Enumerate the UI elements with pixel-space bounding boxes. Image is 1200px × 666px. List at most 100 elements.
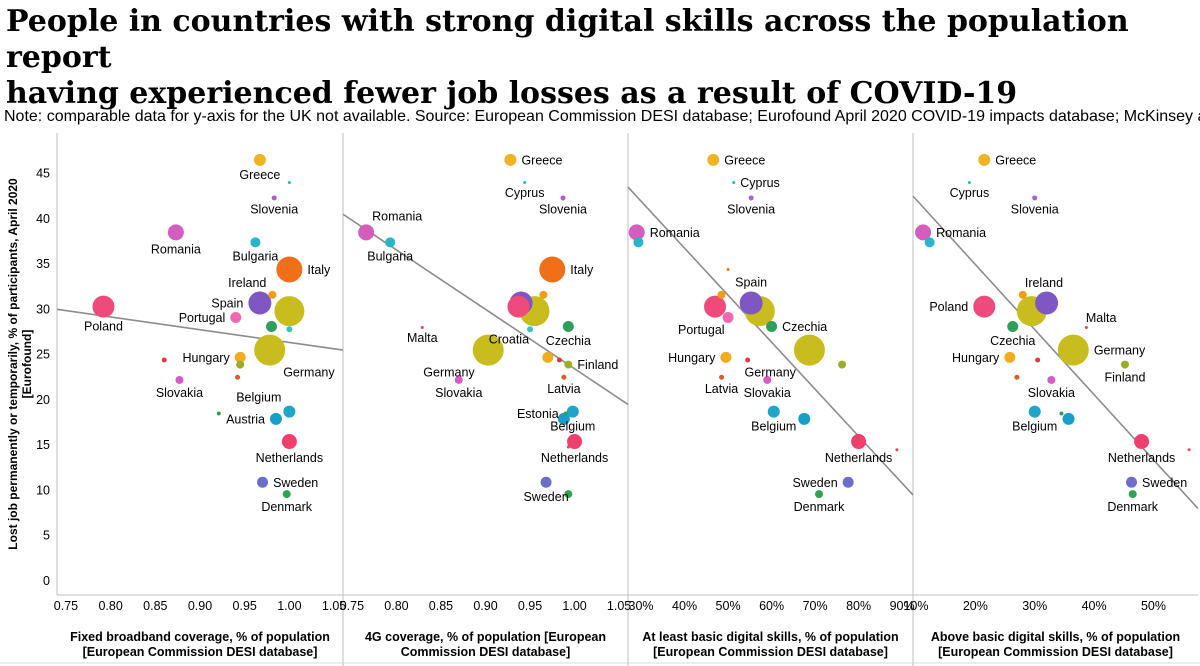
point-spain-panel-1 <box>248 291 272 315</box>
x-tick-label: 80% <box>846 599 871 613</box>
point-label-finland: Finland <box>577 358 618 372</box>
point-romania-panel-4 <box>915 224 932 241</box>
chart-title-line-1: People in countries with strong digital … <box>6 4 1129 75</box>
point-bulgaria-panel-3 <box>633 237 644 248</box>
point-label-spain: Spain <box>211 296 243 310</box>
point-label-belgium: Belgium <box>751 420 796 434</box>
point-denmark-panel-4 <box>1128 490 1137 499</box>
point-hungary-panel-1 <box>234 351 246 363</box>
point-label-poland: Poland <box>929 300 968 314</box>
point-belgium-panel-1 <box>283 405 296 418</box>
x-tick-label: 1.05 <box>607 599 631 613</box>
x-tick-label: 0.75 <box>340 599 364 613</box>
x-tick-label: 0.80 <box>384 599 408 613</box>
point-label-germany: Germany <box>283 366 335 380</box>
y-tick-label: 25 <box>36 348 50 362</box>
point-belgium-panel-3 <box>767 405 780 418</box>
point-greece-panel-3 <box>707 153 720 166</box>
point-malta-panel-4 <box>1084 325 1088 329</box>
point-label-hungary: Hungary <box>952 351 1000 365</box>
point-label-czechia: Czechia <box>782 320 827 334</box>
point-cyprus-panel-2 <box>523 181 527 185</box>
point-latvia-panel-1 <box>235 374 241 380</box>
point-label-belgium: Belgium <box>1012 420 1057 434</box>
point-label-romania: Romania <box>372 209 422 223</box>
x-tick-label: 30% <box>1022 599 1047 613</box>
point-label-slovakia: Slovakia <box>744 386 791 400</box>
point-label-italy: Italy <box>307 263 331 277</box>
x-tick-label: 0.85 <box>143 599 167 613</box>
point-spain-panel-4 <box>1035 291 1059 315</box>
point-czechia-panel-2 <box>562 321 574 333</box>
point-czechia-panel-4 <box>1007 321 1019 333</box>
point-label-belgium: Belgium <box>236 391 281 405</box>
x-tick-label: 70% <box>803 599 828 613</box>
x-tick-label: 0.75 <box>54 599 78 613</box>
point-austria-panel-2 <box>557 412 570 425</box>
x-axis-title-line-2-panel-4: [European Commission DESI database] <box>938 645 1173 659</box>
point-label-bulgaria: Bulgaria <box>367 249 413 263</box>
point-ireland-panel-4 <box>1018 290 1027 299</box>
point-label-greece: Greece <box>995 153 1036 167</box>
x-axis-title-line-2-panel-3: [European Commission DESI database] <box>653 645 888 659</box>
x-tick-label: 10% <box>903 599 928 613</box>
point-label-hungary: Hungary <box>182 351 230 365</box>
point-label-portugal: Portugal <box>179 311 226 325</box>
point-label-cyprus: Cyprus <box>950 186 990 200</box>
point-slovenia-panel-3 <box>748 195 754 201</box>
y-tick-label: 30 <box>36 302 50 316</box>
point-sweden-panel-1 <box>257 476 269 488</box>
x-tick-label: 50% <box>1141 599 1166 613</box>
point-latvia-panel-2 <box>561 374 567 380</box>
chart-title-line-2: having experienced fewer job losses as a… <box>6 76 1018 111</box>
point-label-croatia: Croatia <box>489 332 529 346</box>
point-germany-panel-1 <box>254 334 286 366</box>
y-tick-label: 40 <box>36 212 50 226</box>
point-luxembourg-panel-4 <box>1187 448 1191 452</box>
point-label-denmark: Denmark <box>1107 500 1158 514</box>
point-denmark-panel-2 <box>564 490 573 499</box>
point-czechia-panel-3 <box>766 321 778 333</box>
point-italy-panel-3 <box>726 267 730 271</box>
x-tick-label: 20% <box>963 599 988 613</box>
point-label-ireland: Ireland <box>1025 276 1063 290</box>
point-ireland-panel-3 <box>717 290 726 299</box>
y-axis-title: Lost job permanently or temporarily, % o… <box>6 178 20 550</box>
x-tick-label: 0.95 <box>233 599 257 613</box>
point-poland-panel-3 <box>704 295 727 318</box>
point-poland-panel-1 <box>92 295 115 318</box>
point-austria-panel-1 <box>269 412 282 425</box>
x-tick-label: 50% <box>716 599 741 613</box>
point-finland-panel-3 <box>838 360 847 369</box>
point-label-romania: Romania <box>936 226 986 240</box>
point-label-netherlands: Netherlands <box>256 451 323 465</box>
point-sweden-panel-3 <box>842 476 854 488</box>
y-tick-label: 10 <box>36 483 50 497</box>
point-label-slovakia: Slovakia <box>1028 386 1075 400</box>
point-czechia-panel-1 <box>266 321 277 333</box>
point-lithuania-panel-4 <box>1035 357 1041 363</box>
point-greece-panel-2 <box>504 153 517 166</box>
x-tick-label: 1.00 <box>562 599 586 613</box>
point-label-italy: Italy <box>570 263 594 277</box>
point-croatia-panel-2 <box>527 326 534 333</box>
point-label-germany: Germany <box>423 366 475 380</box>
point-label-malta: Malta <box>1086 311 1117 325</box>
point-label-sweden: Sweden <box>273 476 318 490</box>
point-bulgaria-panel-2 <box>385 237 396 248</box>
point-label-greece: Greece <box>521 153 562 167</box>
point-label-greece: Greece <box>724 153 765 167</box>
point-label-netherlands: Netherlands <box>1108 451 1175 465</box>
point-label-slovenia: Slovenia <box>727 202 775 216</box>
point-germany-panel-1 <box>274 296 305 327</box>
point-label-hungary: Hungary <box>668 351 716 365</box>
point-netherlands-panel-1 <box>281 434 297 450</box>
point-slovakia-panel-4 <box>1047 375 1056 384</box>
point-slovakia-panel-1 <box>175 375 184 384</box>
point-sweden-panel-4 <box>1126 476 1137 488</box>
point-label-sweden: Sweden <box>523 490 568 504</box>
point-bulgaria-panel-4 <box>924 237 935 248</box>
point-label-cyprus: Cyprus <box>740 176 780 190</box>
x-tick-label: 0.80 <box>98 599 122 613</box>
point-label-belgium: Belgium <box>550 420 595 434</box>
